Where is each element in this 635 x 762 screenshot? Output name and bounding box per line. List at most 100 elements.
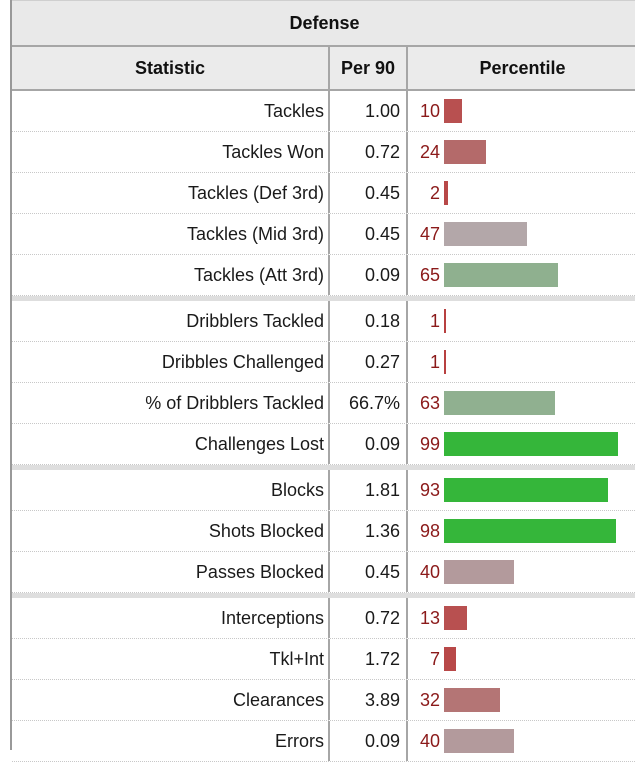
percentile-cell: 40 xyxy=(406,721,635,761)
percentile-bar xyxy=(444,729,514,753)
percentile-cell: 1 xyxy=(406,342,635,382)
percentile-number: 98 xyxy=(419,520,440,541)
percentile-number: 2 xyxy=(429,182,440,203)
per90-value: 0.45 xyxy=(328,552,406,592)
table-row: Challenges Lost 0.09 99 xyxy=(12,424,635,465)
table-row: Tackles (Def 3rd) 0.45 2 xyxy=(12,173,635,214)
percentile-cell: 2 xyxy=(406,173,635,213)
percentile-number: 93 xyxy=(419,479,440,500)
per90-value: 0.45 xyxy=(328,214,406,254)
per90-value: 0.09 xyxy=(328,721,406,761)
stat-name: Tkl+Int xyxy=(269,648,324,669)
stat-name: Clearances xyxy=(232,689,324,710)
per90-value: 0.18 xyxy=(328,301,406,341)
percentile-number: 99 xyxy=(419,433,440,454)
per90-value: 1.00 xyxy=(328,91,406,131)
table-row: Dribblers Tackled 0.18 1 xyxy=(12,301,635,342)
percentile-number: 47 xyxy=(419,223,440,244)
percentile-bar xyxy=(444,647,456,671)
per90-value: 1.81 xyxy=(328,470,406,510)
percentile-number: 1 xyxy=(429,310,440,331)
percentile-number: 32 xyxy=(419,689,440,710)
percentile-bar xyxy=(444,391,555,415)
stat-name: Tackles (Att 3rd) xyxy=(193,264,324,285)
defense-table: Defense Statistic Per 90 Percentile Tack… xyxy=(10,0,635,762)
percentile-bar xyxy=(444,263,558,287)
percentile-number: 40 xyxy=(419,561,440,582)
table-row: Passes Blocked 0.45 40 xyxy=(12,552,635,593)
percentile-cell: 7 xyxy=(406,639,635,679)
percentile-number: 40 xyxy=(419,730,440,751)
table-header: Statistic Per 90 Percentile xyxy=(12,47,635,91)
percentile-bar xyxy=(444,688,500,712)
table-row: Blocks 1.81 93 xyxy=(12,470,635,511)
per90-value: 0.72 xyxy=(328,132,406,172)
percentile-cell: 13 xyxy=(406,598,635,638)
percentile-cell: 1 xyxy=(406,301,635,341)
percentile-number: 7 xyxy=(429,648,440,669)
percentile-bar xyxy=(444,309,446,333)
table-row: Clearances 3.89 32 xyxy=(12,680,635,721)
group-separator xyxy=(12,465,635,470)
header-percentile[interactable]: Percentile xyxy=(406,47,635,89)
stat-name: Errors xyxy=(275,730,324,751)
percentile-bar xyxy=(444,350,446,374)
per90-value: 3.89 xyxy=(328,680,406,720)
table-row: Shots Blocked 1.36 98 xyxy=(12,511,635,552)
per90-value: 0.27 xyxy=(328,342,406,382)
header-per90[interactable]: Per 90 xyxy=(328,47,406,89)
stat-name: Tackles (Mid 3rd) xyxy=(186,223,324,244)
percentile-number: 24 xyxy=(419,141,440,162)
percentile-number: 65 xyxy=(419,264,440,285)
table-row: Tackles Won 0.72 24 xyxy=(12,132,635,173)
percentile-number: 10 xyxy=(419,100,440,121)
percentile-cell: 63 xyxy=(406,383,635,423)
percentile-bar xyxy=(444,432,618,456)
table-row: % of Dribblers Tackled 66.7% 63 xyxy=(12,383,635,424)
per90-value: 0.72 xyxy=(328,598,406,638)
percentile-cell: 32 xyxy=(406,680,635,720)
table-row: Tackles (Mid 3rd) 0.45 47 xyxy=(12,214,635,255)
per90-value: 1.72 xyxy=(328,639,406,679)
stat-name: Dribblers Tackled xyxy=(186,310,324,331)
table-row: Interceptions 0.72 13 xyxy=(12,598,635,639)
table-body: Tackles 1.00 10 Tackles Won 0.72 24 Tackles (D… xyxy=(12,91,635,762)
stat-name: Passes Blocked xyxy=(195,561,324,582)
table-row: Tackles 1.00 10 xyxy=(12,91,635,132)
percentile-number: 13 xyxy=(419,607,440,628)
percentile-bar xyxy=(444,181,448,205)
table-row: Tkl+Int 1.72 7 xyxy=(12,639,635,680)
percentile-bar xyxy=(444,478,608,502)
stat-name: Shots Blocked xyxy=(208,520,324,541)
stat-name: Tackles (Def 3rd) xyxy=(187,182,324,203)
table-title: Defense xyxy=(12,0,635,47)
percentile-bar xyxy=(444,560,514,584)
per90-value: 0.09 xyxy=(328,424,406,464)
stat-name: Challenges Lost xyxy=(194,433,324,454)
group-separator xyxy=(12,296,635,301)
group-separator xyxy=(12,593,635,598)
percentile-bar xyxy=(444,222,527,246)
percentile-cell: 65 xyxy=(406,255,635,295)
percentile-cell: 99 xyxy=(406,424,635,464)
percentile-cell: 93 xyxy=(406,470,635,510)
percentile-cell: 98 xyxy=(406,511,635,551)
stat-name: Blocks xyxy=(270,479,324,500)
percentile-cell: 40 xyxy=(406,552,635,592)
stat-name: Dribbles Challenged xyxy=(161,351,324,372)
per90-value: 66.7% xyxy=(328,383,406,423)
percentile-bar xyxy=(444,606,467,630)
stat-name: Tackles xyxy=(263,100,324,121)
table-row: Errors 0.09 40 xyxy=(12,721,635,762)
percentile-bar xyxy=(444,140,486,164)
percentile-bar xyxy=(444,519,616,543)
percentile-bar xyxy=(444,99,462,123)
stat-name: Interceptions xyxy=(220,607,324,628)
stat-name: % of Dribblers Tackled xyxy=(145,392,324,413)
per90-value: 1.36 xyxy=(328,511,406,551)
header-statistic[interactable]: Statistic xyxy=(134,57,206,78)
percentile-number: 63 xyxy=(419,392,440,413)
percentile-number: 1 xyxy=(429,351,440,372)
percentile-cell: 47 xyxy=(406,214,635,254)
stat-name: Tackles Won xyxy=(222,141,324,162)
